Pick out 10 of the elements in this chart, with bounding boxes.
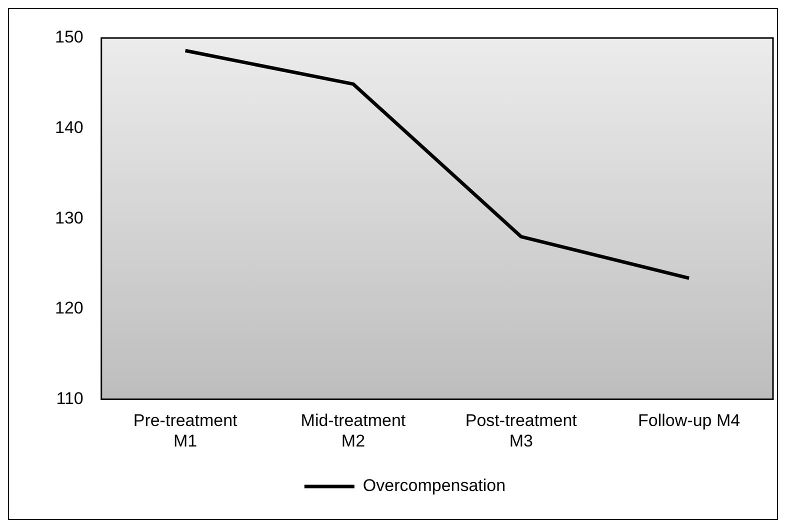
x-tick-label: Mid-treatment M2 <box>300 411 406 450</box>
y-tick-label: 150 <box>54 28 84 47</box>
legend-label: Overcompensation <box>362 476 506 496</box>
x-tick-label: Pre-treatment M1 <box>133 411 238 450</box>
y-tick-label: 110 <box>56 388 84 408</box>
y-tick-label: 130 <box>54 208 84 228</box>
y-tick-label: 120 <box>54 298 84 318</box>
x-tick-label: Post-treatment M3 <box>465 411 578 450</box>
y-tick-label: 140 <box>54 118 84 137</box>
x-tick-label: Follow-up M4 <box>638 411 740 430</box>
